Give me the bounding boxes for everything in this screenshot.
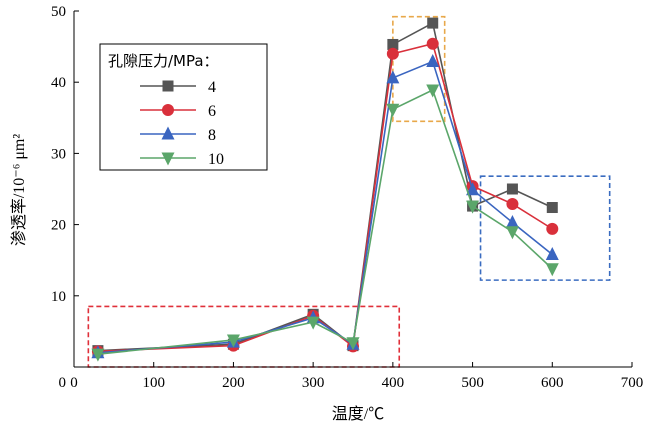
data-point-10-200: [226, 334, 240, 348]
y-tick-label-30: 30: [51, 146, 66, 162]
data-point-4-450: [427, 17, 439, 29]
x-tick-label-0: 0: [70, 375, 78, 391]
data-point-10-300: [306, 316, 320, 330]
legend-label-10: 10: [208, 151, 224, 168]
legend: 孔隙压力/MPa： 4 6 8 10: [99, 43, 268, 171]
legend-box: [99, 43, 268, 171]
x-tick-label-100: 100: [142, 375, 165, 391]
legend-label-4: 4: [208, 79, 216, 96]
x-tick-label-500: 500: [461, 375, 484, 391]
x-axis-title: 温度/℃: [332, 405, 384, 423]
data-point-6-400: [386, 47, 399, 60]
data-point-4-400: [387, 38, 399, 50]
data-point-10-30: [91, 348, 105, 362]
legend-marker-8: [161, 126, 175, 140]
data-point-10-500: [466, 200, 480, 214]
annotation-boxes: [87, 15, 611, 368]
x-tick-label-600: 600: [541, 375, 564, 391]
plot-area: [91, 17, 559, 362]
data-point-10-600: [545, 263, 559, 277]
y-tick-label-20: 20: [51, 218, 66, 234]
data-point-6-550: [506, 197, 519, 210]
y-tick-label-50: 50: [51, 4, 66, 20]
data-point-10-550: [505, 226, 519, 240]
data-point-10-350: [346, 337, 360, 351]
data-point-8-600: [545, 247, 559, 261]
legend-marker-6: [162, 104, 174, 116]
annotation-box-1: [87, 305, 401, 368]
axes: 0 100 200 300 400 500 600 700 0 10 20 30 40 50: [51, 4, 643, 391]
data-point-10-450: [426, 84, 440, 98]
data-point-4-550: [506, 183, 518, 195]
legend-marker-10: [161, 152, 175, 166]
data-point-8-450: [426, 54, 440, 68]
legend-label-8: 8: [208, 127, 216, 144]
data-point-8-550: [505, 214, 519, 228]
data-point-4-600: [546, 202, 558, 214]
y-tick-label-40: 40: [51, 75, 66, 91]
x-tick-label-400: 400: [382, 375, 405, 391]
annotation-box-3: [479, 175, 611, 281]
y-axis-title: 渗透率/10⁻⁶ μm²: [10, 134, 28, 246]
data-point-6-600: [546, 222, 559, 235]
legend-title: 孔隙压力/MPa：: [108, 52, 219, 70]
series-10: [91, 84, 559, 362]
annotation-box-2: [392, 15, 446, 123]
legend-marker-4: [162, 80, 174, 92]
x-tick-label-200: 200: [222, 375, 245, 391]
data-point-8-400: [386, 70, 400, 84]
legend-label-6: 6: [208, 103, 216, 120]
x-tick-label-300: 300: [302, 375, 325, 391]
y-tick-label-10: 10: [51, 289, 66, 305]
x-tick-label-700: 700: [621, 375, 644, 391]
y-tick-label-0: 0: [59, 375, 67, 391]
data-point-6-450: [426, 37, 439, 50]
data-point-10-400: [386, 103, 400, 117]
data-point-8-500: [466, 182, 480, 196]
